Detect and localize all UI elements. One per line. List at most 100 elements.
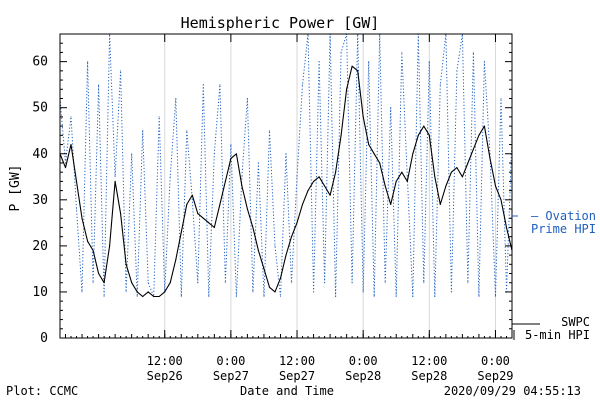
ovation-data-point [390, 107, 392, 109]
swpc-data-point [450, 171, 452, 173]
swpc-data-point [120, 213, 122, 215]
ovation-data-point [81, 291, 83, 293]
swpc-data-point [186, 203, 188, 205]
swpc-data-point [246, 208, 248, 210]
ovation-data-point [246, 97, 248, 100]
ovation-data-point [340, 51, 342, 54]
swpc-data-point [301, 203, 304, 205]
footer-timestamp: 2020/09/29 04:55:13 [444, 384, 581, 398]
swpc-data-point [324, 185, 326, 187]
swpc-data-point [64, 167, 67, 169]
swpc-data-point [307, 190, 309, 192]
swpc-data-point [208, 222, 210, 224]
swpc-data-point [329, 194, 331, 196]
swpc-data-point [268, 286, 271, 288]
swpc-data-point [384, 185, 386, 187]
ovation-data-point [213, 153, 215, 155]
swpc-data-point [335, 171, 337, 173]
ovation-data-point [296, 176, 298, 178]
y-axis-label: P [GW] [8, 165, 23, 212]
swpc-data-point [75, 180, 78, 182]
ovation-data-point [368, 61, 370, 63]
ovation-data-point [472, 51, 474, 54]
footer-credit: Plot: CCMC [6, 384, 78, 398]
swpc-data-point [445, 185, 447, 187]
swpc-data-point [125, 263, 127, 265]
ovation-data-point [92, 282, 94, 284]
ovation-data-point [274, 245, 276, 247]
swpc-data-point [423, 125, 425, 127]
swpc-data-point [368, 143, 370, 146]
ovation-data-point [494, 295, 497, 298]
swpc-data-point [175, 259, 177, 261]
ovation-data-point [467, 282, 469, 284]
ovation-data-point [478, 295, 480, 298]
ovation-data-point [136, 295, 138, 298]
swpc-data-point [92, 249, 94, 252]
swpc-data-point [131, 282, 133, 284]
x-tick-label-time: 12:00 [279, 354, 315, 368]
ovation-data-point [158, 116, 160, 118]
ovation-data-point [428, 61, 430, 63]
ovation-data-point [142, 130, 144, 132]
swpc-data-point [202, 217, 204, 219]
swpc-data-point [373, 153, 375, 155]
x-tick-label-date: Sep29 [477, 369, 513, 383]
swpc-data-point [346, 88, 348, 90]
y-tick-label: 0 [40, 331, 48, 346]
ovation-legend-label: — Ovation [531, 209, 596, 223]
ovation-data-point [439, 84, 441, 86]
ovation-data-point [191, 199, 193, 201]
swpc-data-point [351, 65, 353, 67]
ovation-data-point [456, 70, 458, 72]
swpc-data-point [379, 162, 381, 164]
swpc-data-point [313, 180, 315, 182]
ovation-data-point [114, 176, 116, 178]
swpc-data-point [401, 171, 403, 173]
ovation-data-point [87, 61, 89, 63]
ovation-data-point [483, 61, 485, 63]
ovation-data-point [186, 130, 188, 132]
swpc-data-point [390, 203, 392, 205]
swpc-data-point [340, 134, 342, 136]
swpc-data-point [219, 203, 221, 205]
swpc-data-point [274, 291, 276, 293]
y-tick-label: 40 [32, 147, 48, 162]
y-tick-label: 50 [32, 101, 48, 116]
y-axis: 0 10 20 30 40 50 60 [32, 42, 512, 346]
swpc-data-point [241, 185, 243, 187]
chart-title: Hemispheric Power [GW] [181, 14, 380, 32]
x-tick-label-time: 12:00 [147, 354, 183, 368]
swpc-data-point [235, 153, 237, 155]
swpc-data-point [489, 157, 491, 159]
ovation-data-point [373, 295, 375, 298]
swpc-data-point [290, 236, 293, 238]
ovation-data-point [395, 295, 397, 298]
swpc-data-point [230, 157, 232, 159]
y-tick-label: 10 [32, 285, 48, 300]
ovation-data-point [263, 295, 265, 298]
ovation-data-point [64, 162, 67, 164]
ovation-data-point [412, 295, 414, 298]
swpc-data-point [213, 226, 215, 229]
swpc-data-point [180, 231, 182, 233]
x-tick-label-time: 0:00 [481, 354, 510, 368]
swpc-data-point [428, 134, 430, 136]
swpc-data-point [136, 291, 138, 293]
ovation-data-point [208, 295, 210, 298]
ovation-legend-label-2: Prime HPI [531, 222, 596, 236]
ovation-data-point [500, 97, 502, 100]
x-tick-label-date: Sep27 [213, 369, 249, 383]
x-tick-label-date: Sep28 [345, 369, 381, 383]
ovation-data-point [313, 291, 315, 293]
ovation-data-point [301, 84, 304, 86]
ovation-data-point [224, 282, 226, 284]
ovation-data-point [241, 176, 243, 178]
swpc-data-point [362, 116, 364, 118]
ovation-data-point [125, 291, 127, 293]
x-tick-label-date: Sep28 [411, 369, 447, 383]
ovation-data-point [131, 153, 133, 155]
ovation-data-point [423, 282, 425, 284]
